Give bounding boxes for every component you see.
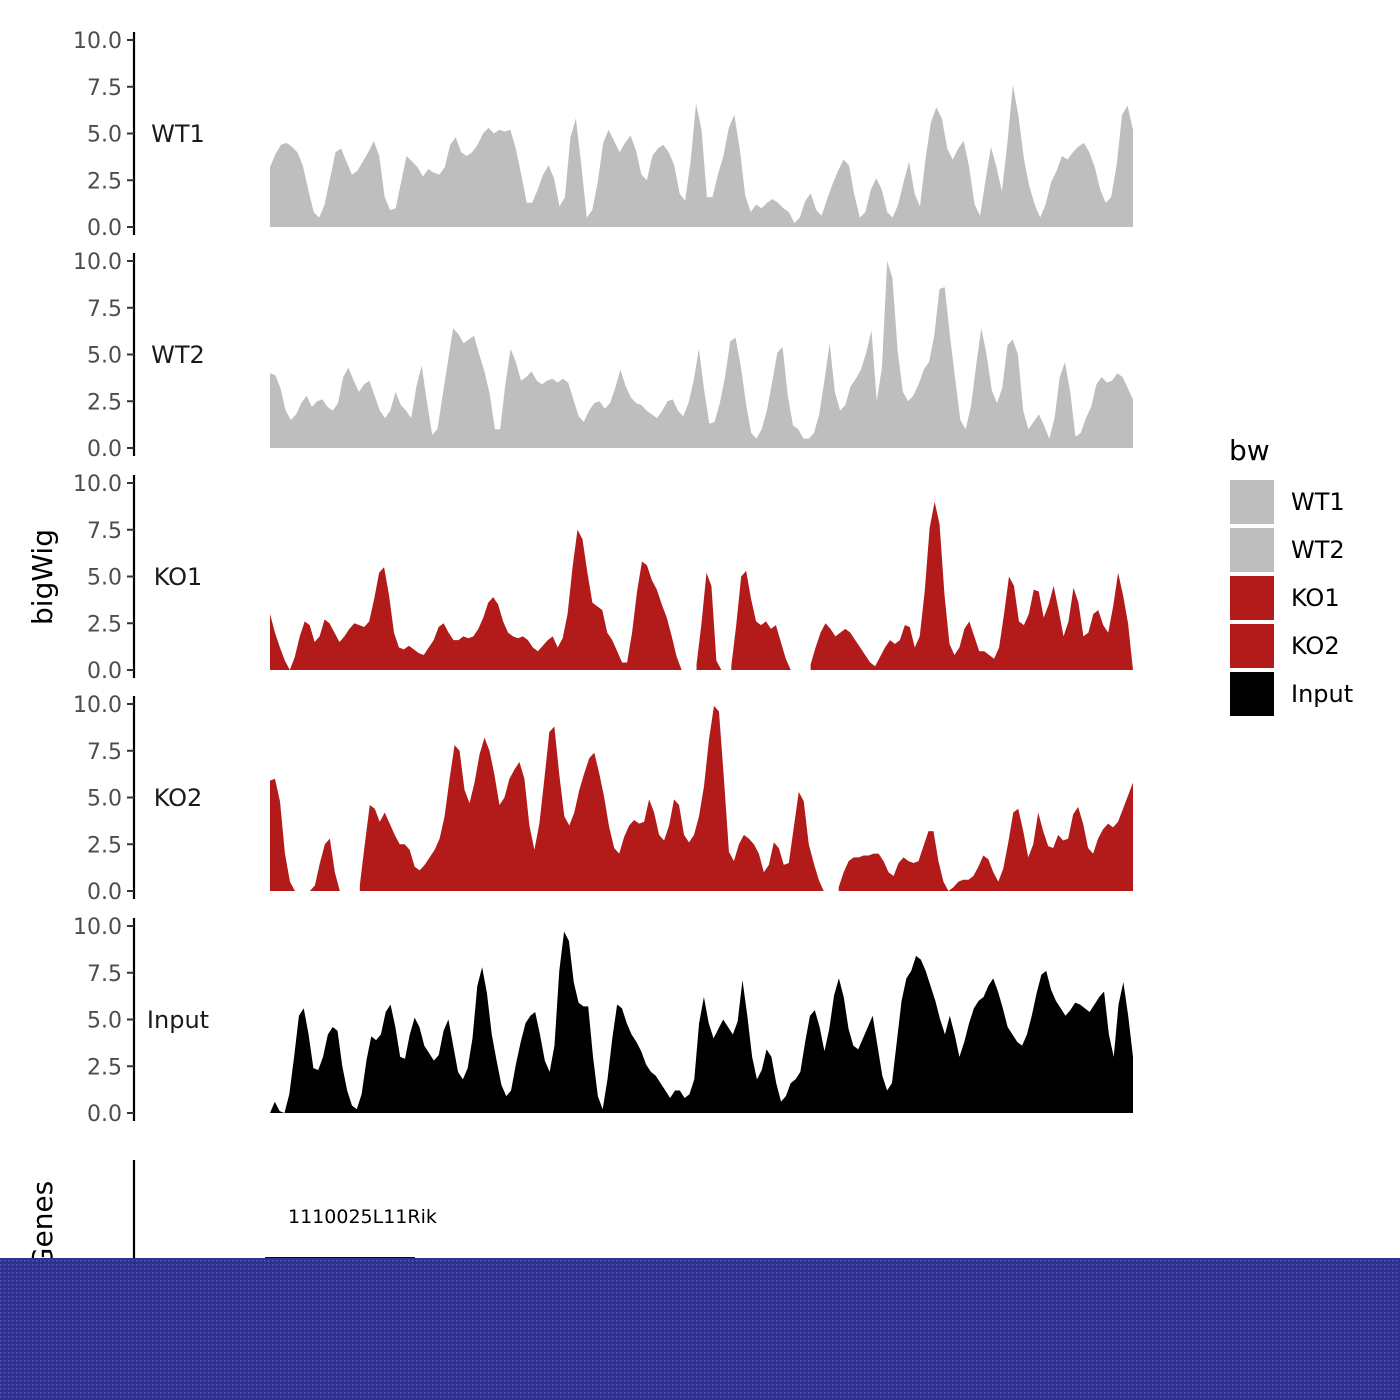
legend-label-wt2: WT2 (1291, 536, 1345, 564)
y-tick-label: 0.0 (87, 659, 122, 684)
signal-area-ko1 (270, 501, 1133, 670)
y-tick-label: 5.0 (87, 566, 122, 591)
y-tick-label: 0.0 (87, 880, 122, 905)
track-ko1: 0.0 2.5 5.0 7.5 10.0 KO1 (73, 472, 1133, 684)
y-tick-label: 0.0 (87, 437, 122, 462)
y-tick-label: 7.5 (87, 519, 122, 544)
y-tick-label: 7.5 (87, 962, 122, 987)
track-wt2: 0.0 2.5 5.0 7.5 10.0 WT2 (73, 250, 1133, 462)
y-tick-label: 2.5 (87, 390, 122, 415)
track-ko2: 0.0 2.5 5.0 7.5 10.0 KO2 (73, 693, 1133, 905)
y-tick-label: 7.5 (87, 740, 122, 765)
legend-label-ko1: KO1 (1291, 584, 1340, 612)
y-tick-label: 10.0 (73, 250, 122, 275)
legend-title: bw (1229, 434, 1270, 467)
track-label: KO1 (154, 563, 203, 591)
y-tick-label: 5.0 (87, 123, 122, 148)
legend-swatch-ko2 (1230, 624, 1274, 668)
legend-swatch-wt1 (1230, 480, 1274, 524)
y-tick-label: 7.5 (87, 297, 122, 322)
legend-label-ko2: KO2 (1291, 632, 1340, 660)
track-label: WT2 (151, 341, 205, 369)
y-tick-label: 10.0 (73, 472, 122, 497)
y-tick-label: 10.0 (73, 693, 122, 718)
y-tick-label: 2.5 (87, 169, 122, 194)
y-tick-label: 5.0 (87, 787, 122, 812)
legend-swatch-input (1230, 672, 1274, 716)
y-tick-label: 2.5 (87, 833, 122, 858)
y-tick-label: 10.0 (73, 29, 122, 54)
legend: bw WT1 WT2 KO1 KO2 Input (1229, 434, 1353, 716)
y-axis-title: bigWig (26, 529, 59, 625)
legend-label-input: Input (1291, 680, 1353, 708)
track-label: Input (147, 1006, 209, 1034)
track-label: WT1 (151, 120, 205, 148)
genes-axis-title: Genes (26, 1181, 59, 1269)
signal-area-wt2 (270, 261, 1133, 448)
signal-area-input (270, 931, 1133, 1113)
y-tick-label: 5.0 (87, 344, 122, 369)
y-tick-label: 0.0 (87, 216, 122, 241)
bigwig-tracks: 0.02.55.07.510.0WT10.02.55.07.510.0WT20.… (73, 29, 1133, 1127)
track-wt1: 0.0 2.5 5.0 7.5 10.0 WT1 (73, 29, 1133, 241)
signal-area-ko2 (270, 705, 1133, 891)
track-input: 0.0 2.5 5.0 7.5 10.0 Input (73, 915, 1133, 1127)
y-tick-label: 2.5 (87, 612, 122, 637)
track-label: KO2 (154, 784, 203, 812)
legend-label-wt1: WT1 (1291, 488, 1345, 516)
gene-label: 1110025L11Rik (288, 1206, 437, 1228)
y-tick-label: 5.0 (87, 1009, 122, 1034)
y-tick-label: 2.5 (87, 1055, 122, 1080)
pattern-overlay (0, 1258, 1400, 1400)
legend-swatch-ko1 (1230, 576, 1274, 620)
signal-area-wt1 (270, 84, 1133, 227)
legend-swatch-wt2 (1230, 528, 1274, 572)
y-tick-label: 7.5 (87, 76, 122, 101)
y-tick-label: 10.0 (73, 915, 122, 940)
y-tick-label: 0.0 (87, 1102, 122, 1127)
